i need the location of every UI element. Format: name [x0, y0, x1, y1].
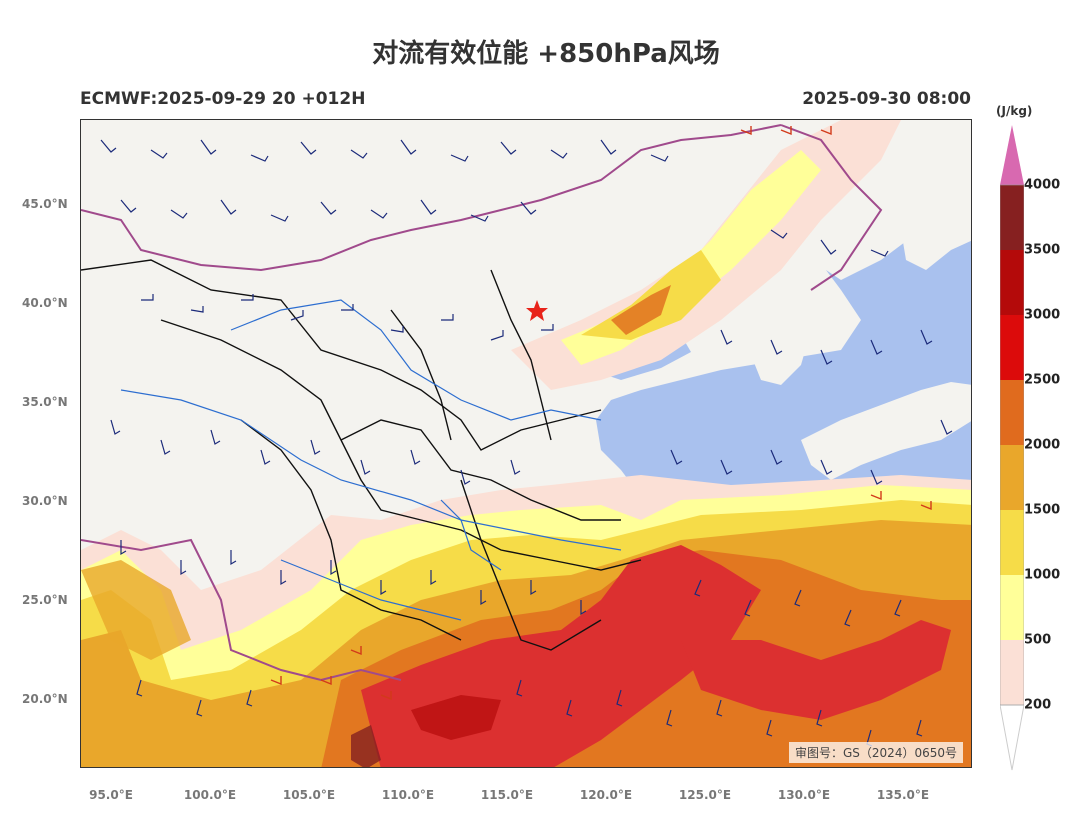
- strong-wind-barbs: [270, 126, 932, 701]
- colorbar-band-3500: [1000, 185, 1024, 250]
- map-approval-credit: 审图号：GS（2024）0650号: [789, 742, 963, 763]
- cape-fill: [81, 475, 971, 767]
- model-run-label: ECMWF:2025-09-29 20 +012H: [80, 89, 366, 109]
- lon-tick-110: 110.0°E: [381, 788, 435, 802]
- lat-tick-40: 40.0°N: [22, 296, 68, 310]
- colorbar-label-2500: 2500: [1024, 372, 1061, 388]
- island-land: [616, 161, 971, 660]
- colorbar-label-1500: 1500: [1024, 502, 1061, 518]
- red-star-icon: [526, 300, 548, 321]
- lon-tick-100: 100.0°E: [183, 788, 237, 802]
- lon-tick-105: 105.0°E: [282, 788, 336, 802]
- colorbar-bottom-triangle: [1000, 704, 1024, 771]
- lat-tick-45: 45.0°N: [22, 197, 68, 211]
- colorbar-band-2500: [1000, 315, 1024, 380]
- colorbar-label-200: 200: [1024, 697, 1052, 713]
- colorbar-label-500: 500: [1024, 632, 1052, 648]
- colorbar-band-200: [1000, 640, 1024, 705]
- colorbar-band-1500: [1000, 445, 1024, 510]
- colorbar-band-3000: [1000, 250, 1024, 315]
- lat-tick-20: 20.0°N: [22, 692, 68, 706]
- lon-tick-125: 125.0°E: [678, 788, 732, 802]
- colorbar-unit: (J/kg): [996, 104, 1033, 118]
- map-panel[interactable]: 审图号：GS（2024）0650号: [80, 119, 972, 768]
- valid-time-label: 2025-09-30 08:00: [802, 89, 971, 109]
- international-borders: [81, 124, 883, 682]
- colorbar-band-2000: [1000, 380, 1024, 445]
- wind-barbs: [100, 139, 953, 747]
- lon-tick-115: 115.0°E: [480, 788, 534, 802]
- province-borders: [81, 259, 642, 651]
- colorbar-label-3500: 3500: [1024, 242, 1061, 258]
- cape-map: [81, 120, 971, 767]
- page-title: 对流有效位能 +850hPa风场: [372, 39, 720, 69]
- colorbar-label-3000: 3000: [1024, 307, 1061, 323]
- lon-tick-130: 130.0°E: [777, 788, 831, 802]
- colorbar-label-1000: 1000: [1024, 567, 1061, 583]
- colorbar-label-2000: 2000: [1024, 437, 1061, 453]
- rivers: [120, 299, 622, 621]
- lat-tick-30: 30.0°N: [22, 494, 68, 508]
- lon-tick-135: 135.0°E: [876, 788, 930, 802]
- lon-tick-120: 120.0°E: [579, 788, 633, 802]
- colorbar-top-triangle: [1000, 125, 1024, 185]
- colorbar-band-500: [1000, 575, 1024, 640]
- colorbar-band-1000: [1000, 510, 1024, 575]
- lat-tick-35: 35.0°N: [22, 395, 68, 409]
- cape-northeast: [511, 120, 901, 390]
- lat-tick-25: 25.0°N: [22, 593, 68, 607]
- lon-tick-95: 95.0°E: [89, 788, 133, 802]
- colorbar-label-4000: 4000: [1024, 177, 1061, 193]
